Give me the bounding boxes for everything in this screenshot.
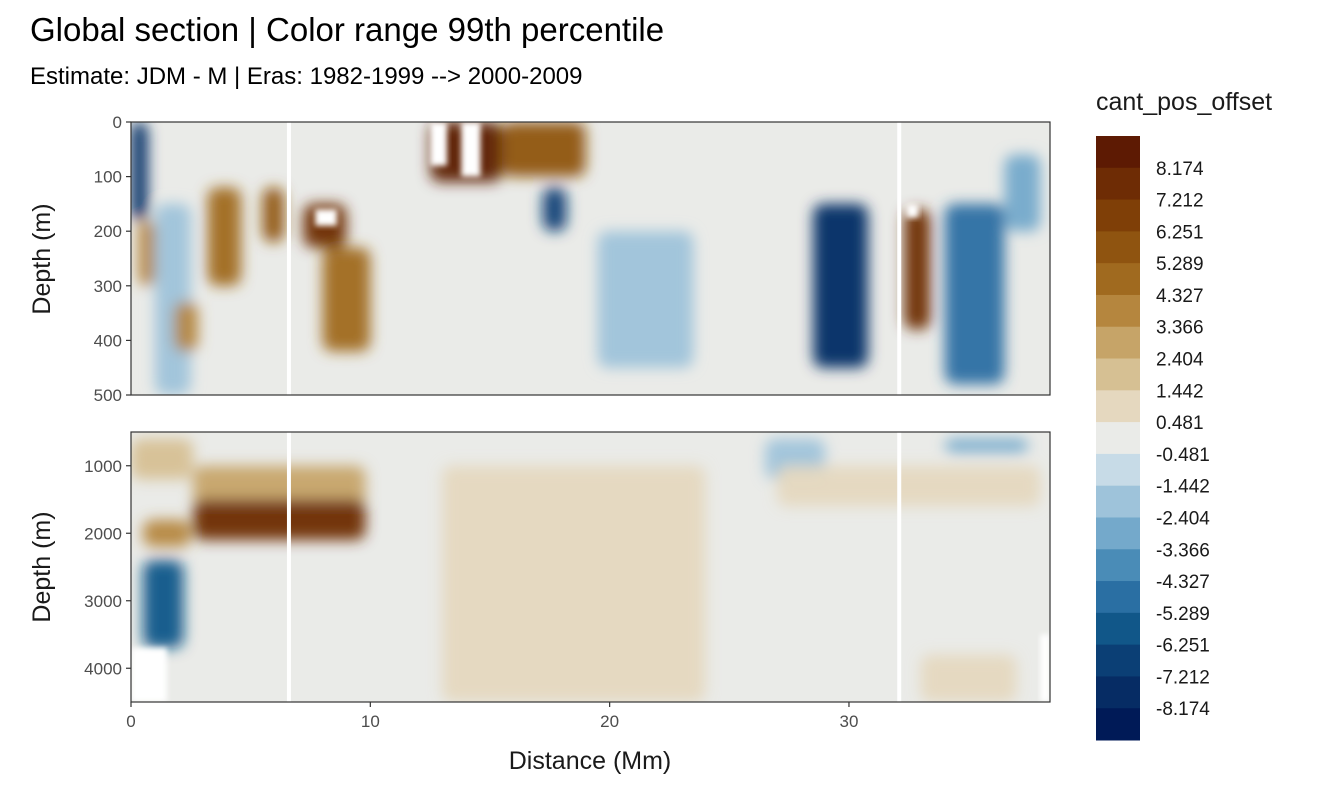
y-tick-label: 3000 xyxy=(84,592,122,611)
field-feature-lower-5 xyxy=(442,465,706,702)
field-feature-upper-4 xyxy=(207,187,242,286)
section-gap-lower-1 xyxy=(897,432,902,702)
legend-swatch xyxy=(1096,199,1140,232)
y-tick-label: 400 xyxy=(94,331,122,350)
section-gap-upper-1 xyxy=(897,122,902,395)
legend-swatch xyxy=(1096,390,1140,423)
legend-swatch xyxy=(1096,326,1140,360)
field-feature-upper-14 xyxy=(944,203,1005,385)
legend-label: -1.442 xyxy=(1156,477,1210,498)
legend-swatch xyxy=(1096,549,1140,582)
panel-upper-border xyxy=(130,121,1051,396)
legend-swatch xyxy=(1096,517,1140,550)
legend-label: 2.404 xyxy=(1156,350,1204,371)
legend-label: -2.404 xyxy=(1156,508,1210,529)
panel-lower: 1000 2000 3000 4000 xyxy=(84,431,1051,703)
field-feature-upper-1 xyxy=(138,220,155,286)
legend-label: -8.174 xyxy=(1156,699,1210,720)
legend-swatch xyxy=(1096,136,1140,169)
legend-swatch xyxy=(1096,676,1140,709)
legend-label: -5.289 xyxy=(1156,604,1210,625)
section-gap-lower-0 xyxy=(286,432,291,702)
field-feature-lower-7 xyxy=(777,465,1041,507)
legend-swatch xyxy=(1096,231,1140,264)
legend-swatch xyxy=(1096,167,1140,201)
field-feature-upper-15 xyxy=(1004,154,1041,232)
missing-data-upper-2 xyxy=(315,209,337,226)
field-feature-lower-8 xyxy=(944,438,1029,453)
panel-background xyxy=(131,122,1050,395)
field-feature-upper-5 xyxy=(262,187,285,243)
legend-title: cant_pos_offset xyxy=(1096,88,1272,116)
legend-swatch xyxy=(1096,263,1140,296)
legend-label: 8.174 xyxy=(1156,159,1204,180)
field-feature-lower-0 xyxy=(131,438,194,480)
x-tick-label: 10 xyxy=(361,712,380,731)
y-tick-label: 2000 xyxy=(84,524,122,543)
y-axis-title-upper: Depth (m) xyxy=(28,203,56,314)
legend-swatch xyxy=(1096,708,1140,741)
x-tick-label: 0 xyxy=(126,712,135,731)
legend-swatch xyxy=(1096,453,1140,487)
missing-data-upper-1 xyxy=(461,122,481,177)
legend-label: -0.481 xyxy=(1156,445,1210,466)
field-feature-lower-2 xyxy=(193,499,366,540)
field-feature-upper-10 xyxy=(542,187,567,232)
legend-label: 5.289 xyxy=(1156,254,1204,275)
legend-label: 6.251 xyxy=(1156,222,1204,243)
field-feature-upper-0 xyxy=(131,122,148,221)
field-feature-upper-3 xyxy=(174,302,199,352)
y-tick-label: 1000 xyxy=(84,457,122,476)
legend-label: -7.212 xyxy=(1156,667,1210,688)
field-feature-lower-9 xyxy=(920,654,1017,702)
chart-title: Global section | Color range 99th percen… xyxy=(30,11,664,48)
missing-data-lower-0 xyxy=(131,648,167,702)
y-axis-title-lower: Depth (m) xyxy=(28,511,56,622)
field-feature-upper-7 xyxy=(322,247,371,352)
x-axis-title: Distance (Mm) xyxy=(509,747,672,775)
legend-label: 7.212 xyxy=(1156,191,1204,212)
panel-upper: 0 100 200 300 400 500 xyxy=(94,113,1051,405)
field-feature-lower-3 xyxy=(142,519,191,547)
x-tick-label: 20 xyxy=(600,712,619,731)
x-tick-label: 30 xyxy=(840,712,859,731)
legend-label: -3.366 xyxy=(1156,540,1210,561)
legend-swatch xyxy=(1096,644,1140,677)
legend-swatch xyxy=(1096,294,1140,328)
legend-swatch xyxy=(1096,422,1140,455)
field-feature-upper-9 xyxy=(501,122,586,177)
legend-label: 0.481 xyxy=(1156,413,1204,434)
field-feature-upper-11 xyxy=(597,231,694,368)
section-gap-upper-0 xyxy=(286,122,291,395)
legend: cant_pos_offset 8.174 7.212 6.251 5.289 4.32… xyxy=(1096,88,1272,741)
y-tick-label: 200 xyxy=(94,222,122,241)
legend-label: 3.366 xyxy=(1156,318,1204,339)
legend-swatch xyxy=(1096,358,1140,391)
legend-swatch xyxy=(1096,485,1140,518)
legend-label: 1.442 xyxy=(1156,381,1204,402)
missing-data-upper-0 xyxy=(430,122,447,166)
field-feature-lower-1 xyxy=(193,465,366,507)
y-tick-label: 4000 xyxy=(84,659,122,678)
legend-swatch xyxy=(1096,612,1140,646)
field-feature-lower-4 xyxy=(142,560,184,648)
y-tick-label: 500 xyxy=(94,386,122,405)
y-tick-label: 300 xyxy=(94,277,122,296)
panel-lower-border xyxy=(130,431,1051,703)
field-feature-upper-13 xyxy=(904,209,931,330)
field-feature-upper-12 xyxy=(813,203,869,368)
missing-data-lower-1 xyxy=(1040,634,1050,702)
y-tick-label: 100 xyxy=(94,168,122,187)
legend-swatch xyxy=(1096,581,1140,614)
missing-data-upper-3 xyxy=(906,203,919,218)
chart-subtitle: Estimate: JDM - M | Eras: 1982-1999 --> … xyxy=(30,63,582,90)
legend-label: -4.327 xyxy=(1156,572,1210,593)
field-feature-upper-2 xyxy=(154,203,191,395)
legend-label: -6.251 xyxy=(1156,636,1210,657)
legend-label: 4.327 xyxy=(1156,286,1204,307)
y-tick-label: 0 xyxy=(113,113,122,132)
